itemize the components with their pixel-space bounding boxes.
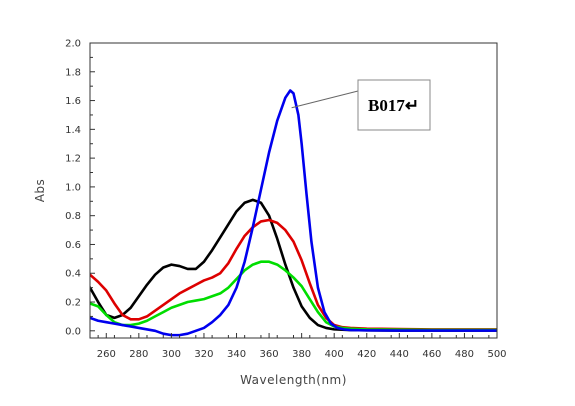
- x-tick-label: 340: [227, 349, 246, 360]
- x-tick-label: 460: [422, 349, 441, 360]
- y-tick-label: 2.0: [65, 39, 81, 50]
- x-tick-label: 380: [292, 349, 311, 360]
- y-tick-label: 1.6: [65, 96, 81, 107]
- y-tick-label: 0.6: [65, 240, 81, 251]
- series-layer: [90, 89, 497, 337]
- tick-layer: 260 280 300 320 340 360 380 400 420 440 460 480 500 0…: [65, 39, 506, 361]
- annotation: B017↵: [291, 79, 431, 131]
- y-tick-label: 1.4: [65, 125, 81, 136]
- x-axis-title: Wavelength(nm): [240, 373, 347, 387]
- x-tick-label: 280: [129, 349, 148, 360]
- y-tick-label: 0.8: [65, 211, 81, 222]
- series-line-3: [90, 260, 497, 332]
- x-tick-label: 500: [487, 349, 506, 360]
- x-tick-label: 440: [390, 349, 409, 360]
- annotation-label: B017↵: [368, 96, 419, 115]
- x-tick-label: 360: [260, 349, 279, 360]
- y-tick-label: 1.2: [65, 154, 81, 165]
- y-axis-title: Abs: [33, 179, 47, 203]
- annotation-box: [357, 79, 431, 131]
- series-line-2: [90, 218, 497, 331]
- x-tick-label: 300: [162, 349, 181, 360]
- x-tick-label: 420: [357, 349, 376, 360]
- x-tick-label: 260: [97, 349, 116, 360]
- y-tick-label: 1.8: [65, 67, 81, 78]
- y-tick-label: 0.4: [65, 269, 81, 280]
- y-tick-label: 0.0: [65, 326, 81, 337]
- y-tick-label: 0.2: [65, 298, 81, 309]
- x-tick-label: 400: [325, 349, 344, 360]
- x-tick-label: 320: [194, 349, 213, 360]
- series-line-1: [90, 198, 497, 332]
- y-tick-label: 1.0: [65, 182, 81, 193]
- annotation-leader-line: [291, 90, 359, 109]
- x-tick-label: 480: [455, 349, 474, 360]
- plot-frame: [89, 42, 498, 339]
- series-line-4: [90, 89, 497, 337]
